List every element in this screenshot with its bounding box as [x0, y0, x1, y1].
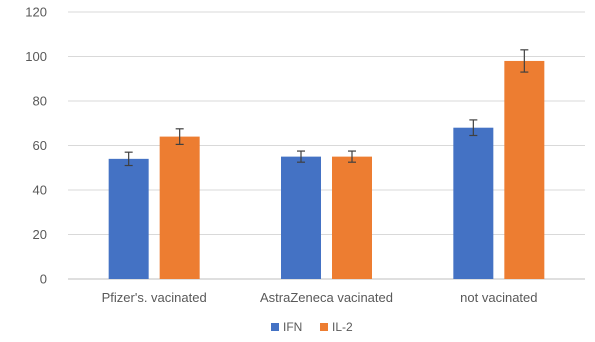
bar-il-2: [332, 156, 372, 279]
x-axis-category-labels: Pfizer's. vacinated AstraZeneca vacinated…: [102, 290, 538, 305]
y-tick-label: 60: [33, 138, 47, 153]
y-tick-label: 120: [25, 5, 47, 20]
bar-series: [108, 49, 545, 280]
legend: IFN IL-2: [271, 320, 353, 334]
bar-il-2: [159, 136, 200, 279]
legend-label: IL-2: [332, 320, 353, 334]
bar-ifn: [281, 156, 321, 279]
gridlines: [68, 11, 585, 280]
y-tick-label: 0: [40, 272, 47, 287]
y-tick-label: 40: [33, 183, 47, 198]
bar-il-2: [504, 60, 545, 280]
legend-swatch: [271, 323, 279, 331]
legend-swatch: [320, 323, 328, 331]
x-category-label: not vacinated: [460, 290, 537, 305]
x-category-label: AstraZeneca vacinated: [260, 290, 393, 305]
y-tick-label: 100: [25, 49, 47, 64]
y-tick-label: 20: [33, 227, 47, 242]
y-axis-tick-labels: 0 20 40 60 80 100 120: [25, 5, 47, 287]
y-tick-label: 80: [33, 94, 47, 109]
legend-label: IFN: [283, 320, 302, 334]
bar-ifn: [108, 158, 149, 279]
bar-ifn: [453, 127, 494, 279]
x-category-label: Pfizer's. vacinated: [102, 290, 207, 305]
